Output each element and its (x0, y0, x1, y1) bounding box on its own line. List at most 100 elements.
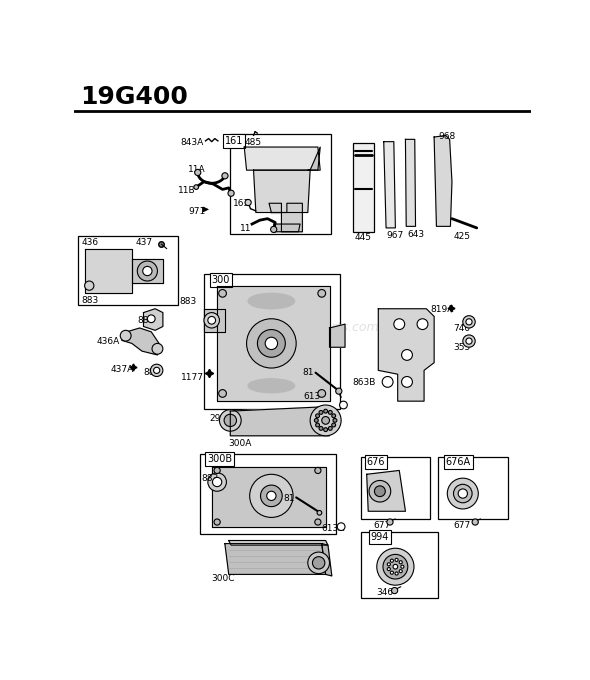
Text: 883: 883 (179, 297, 196, 306)
Circle shape (402, 350, 412, 360)
Bar (438, 458, 508, 519)
Circle shape (463, 316, 475, 328)
Text: 436: 436 (81, 238, 99, 247)
Circle shape (224, 414, 237, 426)
Text: 300C: 300C (212, 575, 235, 583)
Circle shape (466, 338, 472, 344)
Circle shape (387, 563, 391, 566)
Text: 300A: 300A (229, 439, 252, 448)
Text: 613A: 613A (322, 524, 345, 533)
Circle shape (315, 519, 321, 525)
Circle shape (214, 519, 220, 525)
Circle shape (369, 481, 391, 502)
Circle shape (332, 414, 336, 418)
Circle shape (314, 418, 318, 422)
Text: 863B: 863B (353, 378, 376, 387)
Polygon shape (274, 224, 300, 232)
Polygon shape (254, 170, 310, 212)
Text: 883: 883 (143, 368, 160, 377)
Circle shape (458, 489, 467, 498)
Text: 967: 967 (386, 231, 404, 240)
Circle shape (228, 190, 234, 197)
Ellipse shape (248, 379, 294, 392)
Text: 445: 445 (355, 233, 371, 241)
Circle shape (329, 426, 332, 430)
Polygon shape (434, 135, 452, 226)
Polygon shape (132, 258, 163, 284)
Text: 883: 883 (81, 296, 99, 305)
Bar (78, 235, 178, 305)
Polygon shape (217, 286, 329, 401)
Polygon shape (122, 328, 159, 355)
Text: 677: 677 (454, 520, 471, 530)
Circle shape (340, 401, 348, 409)
Circle shape (219, 390, 227, 397)
Polygon shape (204, 309, 225, 332)
Text: 968: 968 (438, 133, 455, 141)
Circle shape (212, 477, 222, 487)
Circle shape (332, 423, 336, 427)
Circle shape (245, 199, 251, 205)
Circle shape (271, 226, 277, 233)
Text: 485: 485 (244, 138, 261, 147)
Text: 19G400: 19G400 (80, 86, 188, 109)
Circle shape (447, 478, 478, 509)
Bar (353, 143, 375, 232)
Polygon shape (367, 471, 405, 511)
Polygon shape (229, 541, 328, 545)
Bar (200, 454, 336, 534)
Text: 161: 161 (225, 136, 243, 146)
Circle shape (137, 261, 158, 281)
Circle shape (204, 313, 219, 328)
Circle shape (466, 319, 472, 325)
Circle shape (84, 281, 94, 290)
Circle shape (382, 377, 393, 388)
Circle shape (317, 511, 322, 515)
Circle shape (391, 559, 394, 562)
Bar (360, 532, 438, 598)
Circle shape (310, 405, 341, 436)
Text: 883: 883 (202, 475, 219, 483)
Polygon shape (322, 543, 332, 576)
Circle shape (194, 185, 198, 190)
Circle shape (143, 267, 152, 275)
Circle shape (316, 414, 320, 418)
Ellipse shape (248, 293, 294, 309)
Text: 1177: 1177 (181, 373, 204, 381)
Text: 300: 300 (212, 275, 230, 286)
Text: 81: 81 (283, 494, 294, 503)
Text: 437: 437 (136, 238, 153, 247)
Polygon shape (308, 147, 320, 170)
Circle shape (319, 411, 323, 414)
Circle shape (150, 364, 163, 377)
Circle shape (417, 319, 428, 330)
Text: 11A: 11A (188, 165, 205, 174)
Circle shape (219, 290, 227, 297)
Text: 971: 971 (188, 207, 206, 216)
Circle shape (395, 572, 398, 575)
Bar (360, 458, 430, 519)
Circle shape (394, 319, 405, 330)
Text: 994: 994 (371, 532, 389, 542)
Polygon shape (143, 309, 163, 330)
Circle shape (319, 426, 323, 430)
Text: 740: 740 (454, 324, 471, 333)
Polygon shape (86, 250, 132, 293)
Circle shape (387, 519, 393, 525)
Circle shape (333, 418, 337, 422)
Text: 819A: 819A (430, 305, 454, 314)
Text: 355: 355 (454, 343, 471, 352)
Circle shape (208, 473, 227, 491)
Circle shape (399, 561, 402, 564)
Circle shape (214, 467, 220, 473)
Circle shape (393, 564, 398, 569)
Circle shape (322, 417, 329, 424)
Circle shape (401, 565, 404, 568)
Circle shape (219, 409, 241, 431)
Circle shape (315, 467, 321, 473)
Text: 163: 163 (232, 199, 250, 207)
Circle shape (377, 548, 414, 585)
Circle shape (318, 390, 326, 397)
Text: 884: 884 (137, 316, 155, 326)
Circle shape (208, 316, 215, 324)
